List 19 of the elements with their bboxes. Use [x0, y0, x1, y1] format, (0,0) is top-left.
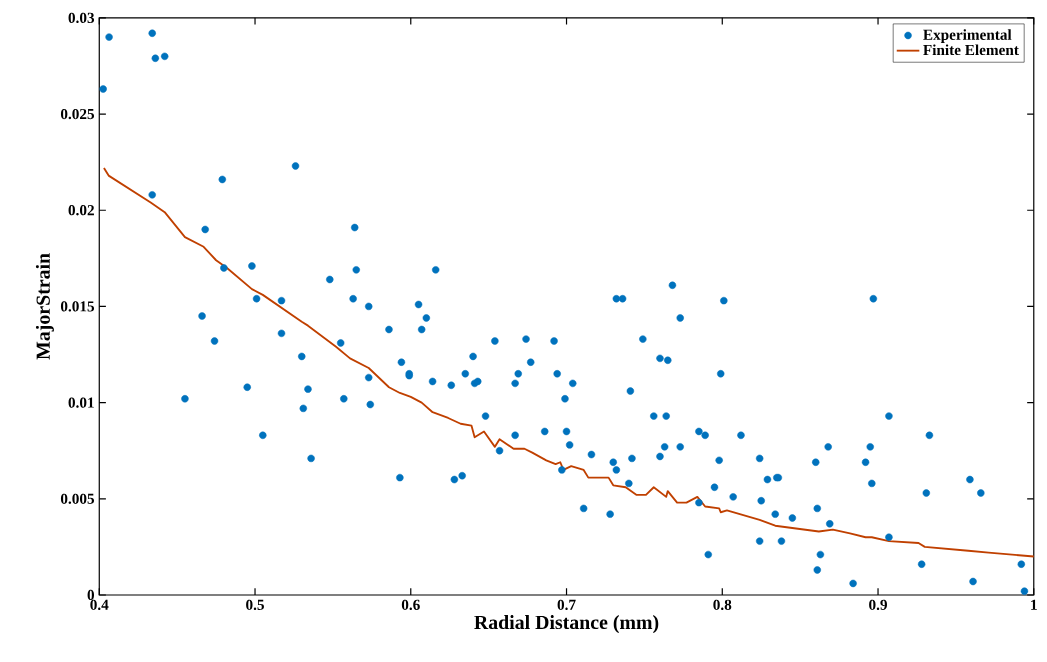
y-tick-label: 0.025 — [60, 108, 95, 120]
y-tick-label: 0.005 — [60, 493, 95, 504]
y-tick-label: 0.03 — [68, 12, 95, 24]
legend-label: Finite Element — [923, 44, 1019, 56]
y-tick-label: 0.02 — [68, 205, 94, 216]
x-tick-label: 1 — [1031, 599, 1037, 610]
y-tick-label: 0.015 — [60, 301, 95, 312]
x-tick-label: 0.6 — [401, 599, 420, 610]
legend-label: Experimental — [923, 29, 1012, 44]
y-axis-title: MajorStrain — [35, 253, 54, 360]
line-series — [103, 167, 1035, 558]
x-tick-label: 0.7 — [557, 599, 576, 610]
x-axis-title: Radial Distance (mm) — [474, 615, 659, 634]
x-tick-label: 0.8 — [713, 599, 732, 610]
y-tick-label: 0.01 — [68, 397, 94, 408]
x-tick-label: 0.4 — [90, 599, 109, 610]
y-tick-label: 0 — [87, 589, 95, 601]
x-tick-label: 0.9 — [869, 599, 887, 610]
x-tick-label: 0.5 — [246, 599, 264, 610]
